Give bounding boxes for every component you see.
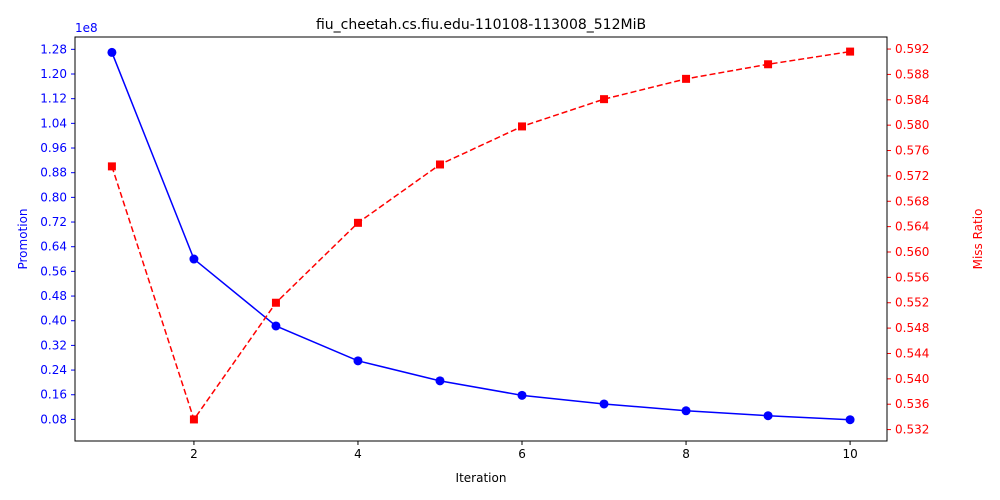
x-axis-label: Iteration — [456, 471, 507, 485]
right-tick-label: 0.584 — [895, 93, 929, 107]
x-tick-label: 6 — [518, 447, 526, 461]
promotion-data-point — [845, 415, 855, 425]
miss-ratio-data-point — [189, 415, 198, 424]
left-axis-offset-text: 1e8 — [75, 21, 98, 35]
miss-ratio-series-line — [111, 50, 851, 422]
promotion-data-point — [435, 376, 445, 386]
right-tick-label: 0.536 — [895, 397, 929, 411]
miss-ratio-data-point — [435, 160, 444, 169]
x-tick-label: 2 — [190, 447, 198, 461]
left-tick-label: 0.16 — [40, 388, 67, 402]
right-tick-label: 0.572 — [895, 169, 929, 183]
right-tick-label: 0.548 — [895, 321, 929, 335]
left-tick-label: 0.56 — [40, 264, 67, 278]
left-tick-label: 0.08 — [40, 412, 67, 426]
left-tick-label: 0.32 — [40, 338, 67, 352]
x-tick-label: 4 — [354, 447, 362, 461]
series-layer — [107, 47, 855, 425]
x-tick-label: 10 — [842, 447, 857, 461]
left-tick-label: 0.96 — [40, 141, 67, 155]
miss-ratio-data-point — [600, 95, 609, 104]
right-tick-label: 0.540 — [895, 372, 929, 386]
right-tick-label: 0.564 — [895, 220, 929, 234]
left-tick-label: 0.24 — [40, 363, 67, 377]
x-tick-label: 8 — [682, 447, 690, 461]
right-tick-label: 0.544 — [895, 346, 929, 360]
left-tick-label: 1.04 — [40, 116, 67, 130]
miss-ratio-data-point — [764, 60, 773, 69]
miss-ratio-data-point — [107, 162, 116, 171]
left-tick-label: 0.48 — [40, 289, 67, 303]
promotion-data-point — [681, 406, 691, 416]
left-tick-label: 1.28 — [40, 42, 67, 56]
right-tick-label: 0.576 — [895, 144, 929, 158]
miss-ratio-data-point — [271, 298, 280, 307]
left-tick-label: 1.20 — [40, 67, 67, 81]
right-tick-label: 0.560 — [895, 245, 929, 259]
miss-ratio-data-point — [518, 122, 527, 131]
miss-ratio-data-point — [846, 47, 855, 56]
left-tick-label: 0.88 — [40, 166, 67, 180]
right-axis-label: Miss Ratio — [971, 209, 985, 270]
left-tick-label: 0.64 — [40, 240, 67, 254]
miss-ratio-data-point — [353, 218, 362, 227]
promotion-data-point — [353, 356, 363, 366]
left-axis-label: Promotion — [16, 208, 30, 269]
right-tick-label: 0.568 — [895, 194, 929, 208]
chart-title: fiu_cheetah.cs.fiu.edu-110108-113008_512… — [316, 17, 646, 33]
left-tick-label: 0.72 — [40, 215, 67, 229]
miss-ratio-data-point — [682, 74, 691, 83]
right-tick-label: 0.592 — [895, 42, 929, 56]
promotion-data-point — [763, 411, 773, 421]
promotion-data-point — [189, 254, 199, 264]
plot-frame — [74, 36, 888, 442]
right-axis-ticks: 0.532 0.536 0.540 0.544 0.548 0.552 0.556 0.560… — [887, 42, 929, 437]
promotion-data-point — [271, 321, 281, 331]
right-tick-label: 0.588 — [895, 67, 929, 81]
left-tick-label: 0.40 — [40, 314, 67, 328]
promotion-data-point — [107, 47, 117, 57]
promotion-data-point — [599, 399, 609, 409]
promotion-series-line — [111, 52, 851, 421]
right-tick-label: 0.556 — [895, 270, 929, 284]
promotion-data-point — [517, 390, 527, 400]
left-tick-label: 1.12 — [40, 92, 67, 106]
left-axis-ticks: 0.08 0.16 0.24 0.32 0.40 0.48 0.56 0.64 0.72 0.80… — [40, 42, 75, 426]
right-tick-label: 0.552 — [895, 296, 929, 310]
x-axis-ticks: 2 4 6 8 10 — [190, 441, 858, 461]
right-tick-label: 0.580 — [895, 118, 929, 132]
right-tick-label: 0.532 — [895, 423, 929, 437]
left-tick-label: 0.80 — [40, 190, 67, 204]
